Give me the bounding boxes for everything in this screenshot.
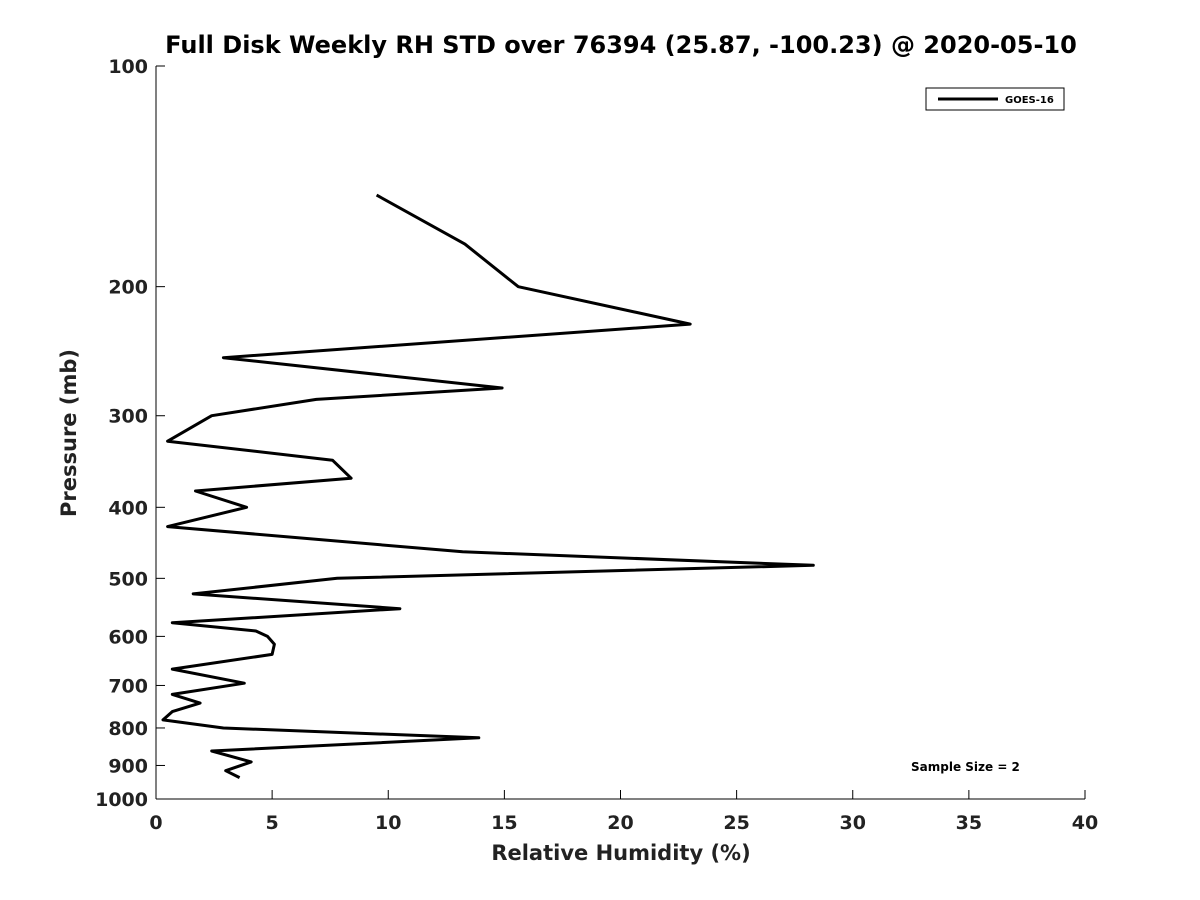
x-axis-ticks: 0 5 10 15 20 25 30 35 40 — [149, 790, 1098, 834]
x-tick-label: 25 — [723, 812, 749, 834]
x-tick-label: 30 — [840, 812, 866, 834]
x-tick-label: 20 — [607, 812, 633, 834]
chart-title: Full Disk Weekly RH STD over 76394 (25.8… — [165, 31, 1077, 59]
y-tick-label: 200 — [108, 277, 148, 299]
x-tick-label: 5 — [266, 812, 279, 834]
x-tick-label: 35 — [956, 812, 982, 834]
x-tick-label: 10 — [375, 812, 401, 834]
y-tick-label: 300 — [108, 406, 148, 428]
y-tick-label: 900 — [108, 755, 148, 777]
x-axis-label: Relative Humidity (%) — [491, 841, 750, 865]
y-tick-label: 600 — [108, 626, 148, 648]
series-line — [161, 193, 815, 779]
y-tick-label: 700 — [108, 675, 148, 697]
sample-size-annotation: Sample Size = 2 — [911, 760, 1020, 774]
y-tick-label: 800 — [108, 718, 148, 740]
legend: GOES-16 — [925, 87, 1065, 111]
axes — [155, 66, 1085, 800]
y-axis-ticks: 100 200 300 400 500 600 700 800 900 1000 — [95, 56, 165, 811]
y-axis-label: Pressure (mb) — [57, 349, 81, 517]
y-tick-label: 1000 — [95, 789, 148, 811]
y-tick-label: 400 — [108, 497, 148, 519]
x-tick-label: 15 — [491, 812, 517, 834]
y-tick-label: 100 — [108, 56, 148, 78]
y-tick-label: 500 — [108, 568, 148, 590]
x-tick-label: 0 — [149, 812, 162, 834]
legend-label: GOES-16 — [1005, 95, 1054, 106]
x-tick-label: 40 — [1072, 812, 1098, 834]
